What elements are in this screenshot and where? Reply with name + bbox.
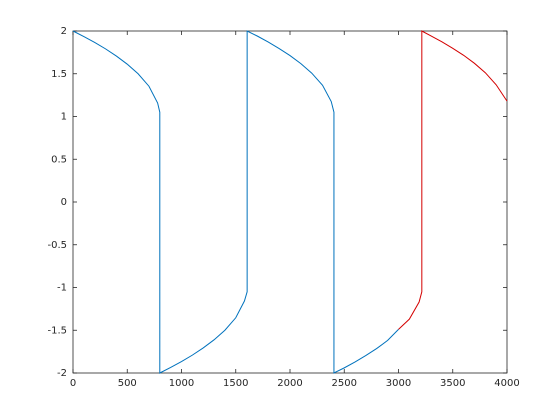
x-tick-label: 3500 <box>440 378 465 389</box>
y-tick-label: -0.5 <box>47 240 67 251</box>
x-tick-label: 4000 <box>494 378 519 389</box>
line-series <box>72 30 399 374</box>
x-tick-label: 500 <box>118 378 137 389</box>
y-tick-label: 1 <box>61 112 67 123</box>
y-tick-label: 2 <box>61 26 67 37</box>
y-tick-label: -1.5 <box>47 325 67 336</box>
y-tick-label: 0 <box>61 197 67 208</box>
line-series <box>398 30 508 330</box>
axes-box <box>72 30 508 374</box>
x-tick-label: 1500 <box>223 378 248 389</box>
y-tick-label: -2 <box>57 368 67 379</box>
x-tick-label: 0 <box>70 378 76 389</box>
y-tick-label: 1.5 <box>51 69 67 80</box>
x-tick-label: 2000 <box>277 378 302 389</box>
x-tick-label: 1000 <box>169 378 194 389</box>
x-tick-label: 2500 <box>332 378 357 389</box>
x-tick-label: 3000 <box>386 378 411 389</box>
y-tick-label: 0.5 <box>51 154 67 165</box>
y-tick-label: -1 <box>57 283 67 294</box>
